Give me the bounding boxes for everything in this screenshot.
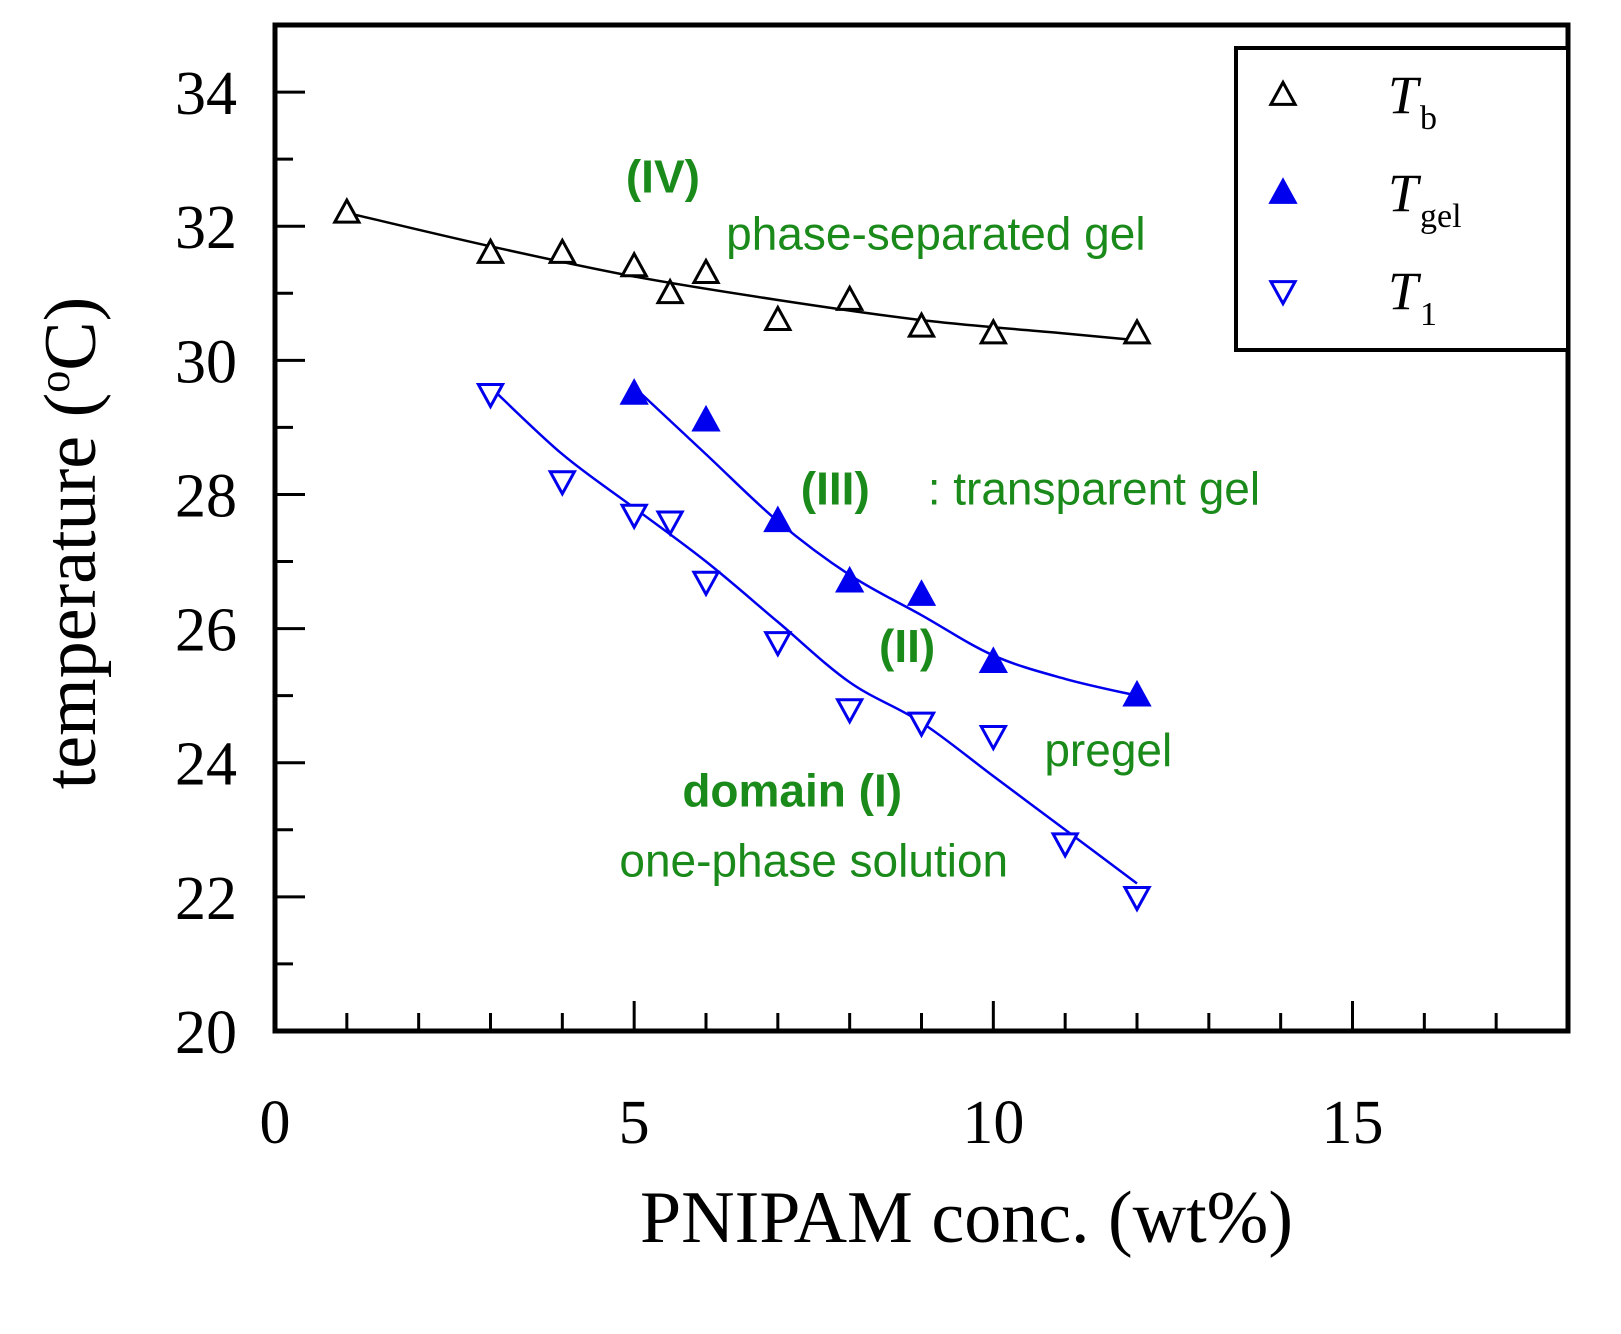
x-tick-label: 15	[1322, 1089, 1384, 1157]
legend-subscript: 1	[1420, 296, 1437, 333]
data-point-b	[691, 257, 721, 284]
y-axis-title-end: C)	[30, 297, 112, 371]
legend-subscript: gel	[1420, 198, 1462, 235]
x-axis-ticks: 0 5 10 15	[260, 1001, 1498, 1157]
data-point-gel	[619, 378, 649, 405]
y-axis-title-sup: o	[30, 371, 79, 393]
data-point-1	[547, 470, 577, 497]
region-annotations: (IV) phase-separated gel (III) : transparen…	[619, 151, 1260, 887]
data-point-1	[691, 570, 721, 598]
y-tick-label: 24	[175, 731, 237, 799]
x-axis-title: PNIPAM conc. (wt%)	[640, 1177, 1293, 1259]
legend-marker-b	[1268, 79, 1298, 106]
data-point-1	[1122, 886, 1152, 913]
y-tick-label: 32	[175, 194, 237, 262]
y-tick-label: 34	[175, 60, 237, 128]
data-point-1	[1050, 832, 1080, 859]
region-label: (III)	[801, 463, 870, 515]
data-point-b	[619, 250, 649, 278]
data-point-1	[978, 725, 1008, 752]
data-point-1	[906, 711, 937, 739]
region-label: pregel	[1044, 724, 1172, 776]
data-point-gel	[835, 565, 865, 593]
data-markers	[332, 197, 1152, 913]
data-point-1	[835, 698, 865, 725]
data-point-b	[547, 237, 577, 264]
legend-symbol: T	[1388, 65, 1422, 125]
data-point-1	[619, 503, 649, 531]
y-tick-label: 30	[175, 328, 237, 396]
fit-line-gel	[633, 386, 1138, 697]
data-point-b	[763, 304, 793, 331]
y-tick-label: 26	[175, 597, 237, 665]
legend-marker-1	[1268, 280, 1298, 307]
data-point-b	[1122, 317, 1152, 345]
data-point-b	[906, 311, 937, 338]
legend-subscript: b	[1420, 100, 1437, 137]
data-point-b	[835, 284, 865, 311]
y-axis-ticks: 20 22 24 26 28 30 32 34	[175, 60, 305, 1067]
legend-marker-gel	[1268, 177, 1298, 204]
region-label: : transparent gel	[928, 463, 1260, 515]
data-point-gel	[691, 404, 721, 432]
y-axis-title-main: temperature (	[30, 393, 112, 790]
data-point-1	[763, 631, 793, 658]
region-label: one-phase solution	[619, 835, 1008, 887]
region-label: (II)	[879, 620, 935, 672]
legend-label-1: T1	[1388, 261, 1437, 333]
x-tick-label: 0	[260, 1089, 291, 1157]
data-point-b	[978, 317, 1008, 345]
data-point-b	[332, 197, 362, 224]
y-tick-label: 22	[175, 865, 237, 933]
data-point-gel	[978, 646, 1008, 673]
region-label: domain (I)	[682, 764, 902, 816]
data-point-gel	[763, 505, 793, 533]
region-label: (IV)	[626, 151, 700, 203]
legend-symbol: T	[1388, 163, 1422, 223]
y-tick-label: 20	[175, 999, 237, 1067]
data-point-1	[655, 510, 685, 538]
region-label: phase-separated gel	[726, 208, 1145, 260]
data-point-1	[475, 383, 506, 410]
x-tick-label: 5	[619, 1089, 650, 1157]
fit-line-1	[489, 386, 1138, 885]
legend-label-gel: Tgel	[1388, 163, 1462, 235]
legend-label-b: Tb	[1388, 65, 1437, 137]
data-point-gel	[1122, 679, 1152, 707]
y-tick-label: 28	[175, 462, 237, 530]
y-axis-title: temperature (oC)	[30, 297, 112, 790]
legend-symbol: T	[1388, 261, 1422, 321]
data-point-gel	[906, 579, 937, 606]
data-point-b	[655, 277, 685, 305]
data-point-b	[475, 237, 506, 264]
x-tick-label: 10	[962, 1089, 1024, 1157]
